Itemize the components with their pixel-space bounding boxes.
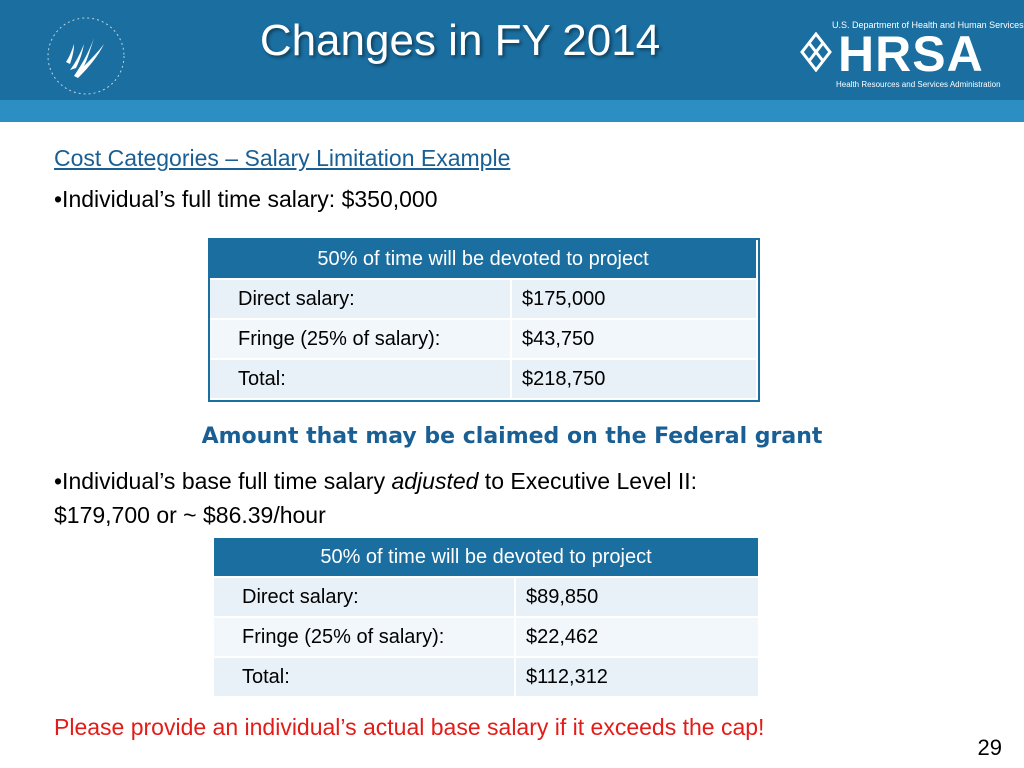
row-label: Total:	[210, 359, 512, 400]
table-row: Total: $218,750	[210, 359, 758, 400]
table-row: Total: $112,312	[214, 657, 760, 698]
table-row: Fringe (25% of salary): $43,750	[210, 319, 758, 360]
hhs-eagle-logo-icon	[47, 17, 125, 95]
slide-title: Changes in FY 2014	[259, 16, 661, 65]
salary-table-full: 50% of time will be devoted to project D…	[208, 238, 760, 402]
table-header: 50% of time will be devoted to project	[210, 240, 758, 280]
title-bar	[0, 0, 1024, 100]
table-row: Direct salary: $175,000	[210, 279, 758, 320]
bullet-adjusted-prefix: •Individual’s base full time salary	[54, 468, 392, 494]
salary-table-adjusted: 50% of time will be devoted to project D…	[214, 538, 760, 698]
hrsa-logo-top-text: U.S. Department of Health and Human Serv…	[832, 20, 1024, 30]
row-value: $218,750	[511, 359, 758, 400]
table-row: Direct salary: $89,850	[214, 577, 760, 618]
title-bar-stripe	[0, 100, 1024, 122]
hrsa-logo-word: HRSA	[838, 26, 984, 82]
page-number: 29	[977, 735, 1002, 760]
hrsa-knot-icon	[800, 32, 832, 72]
row-label: Fringe (25% of salary):	[210, 319, 512, 360]
row-label: Total:	[214, 657, 516, 698]
row-value: $112,312	[515, 657, 760, 698]
row-label: Fringe (25% of salary):	[214, 617, 516, 658]
claim-heading: Amount that may be claimed on the Federa…	[201, 424, 823, 449]
bullet-adjusted-suffix: to Executive Level II:	[478, 468, 698, 494]
bullet-adjusted-salary: •Individual’s base full time salary adju…	[54, 468, 697, 495]
row-value: $89,850	[515, 577, 760, 618]
hrsa-logo: U.S. Department of Health and Human Serv…	[800, 20, 1024, 90]
row-value: $175,000	[511, 279, 758, 320]
table-row: Fringe (25% of salary): $22,462	[214, 617, 760, 658]
bullet-adjusted-line2: $179,700 or ~ $86.39/hour	[54, 502, 326, 528]
bullet-adjusted-emphasis: adjusted	[391, 468, 479, 494]
row-label: Direct salary:	[214, 577, 516, 618]
table-header: 50% of time will be devoted to project	[214, 538, 760, 578]
row-value: $22,462	[515, 617, 760, 658]
section-subheading: Cost Categories – Salary Limitation Exam…	[54, 145, 511, 171]
cap-warning-note: Please provide an individual’s actual ba…	[54, 714, 765, 740]
hrsa-logo-bottom-text: Health Resources and Services Administra…	[836, 80, 1001, 89]
bullet-full-salary: •Individual’s full time salary: $350,000	[54, 186, 438, 212]
row-label: Direct salary:	[210, 279, 512, 320]
row-value: $43,750	[511, 319, 758, 360]
